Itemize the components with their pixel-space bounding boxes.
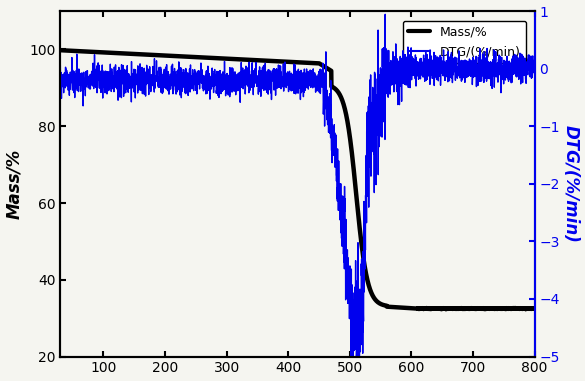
Mass/%: [239, 57, 246, 62]
Mass/%: [531, 306, 538, 311]
Mass/%: [438, 307, 445, 312]
DTG/(%/min): [111, 75, 118, 80]
DTG/(%/min): [57, 64, 64, 68]
Mass/%: [522, 307, 529, 311]
DTG/(%/min): [471, 62, 478, 67]
DTG/(%/min): [347, 354, 355, 359]
DTG/(%/min): [259, 85, 266, 89]
DTG/(%/min): [381, 12, 388, 17]
DTG/(%/min): [531, 67, 538, 71]
DTG/(%/min): [139, 82, 146, 87]
Mass/%: [111, 51, 118, 55]
Line: DTG/(%/min): DTG/(%/min): [60, 14, 535, 357]
Line: Mass/%: Mass/%: [60, 50, 535, 309]
Mass/%: [259, 58, 266, 63]
DTG/(%/min): [239, 83, 246, 87]
Y-axis label: Mass/%: Mass/%: [5, 149, 23, 219]
Legend: Mass/%, DTG/(%/min): Mass/%, DTG/(%/min): [402, 21, 526, 63]
Mass/%: [139, 52, 146, 57]
DTG/(%/min): [522, 77, 529, 82]
Y-axis label: DTG/(%/min): DTG/(%/min): [562, 125, 580, 243]
Mass/%: [471, 307, 478, 311]
Mass/%: [57, 48, 64, 53]
